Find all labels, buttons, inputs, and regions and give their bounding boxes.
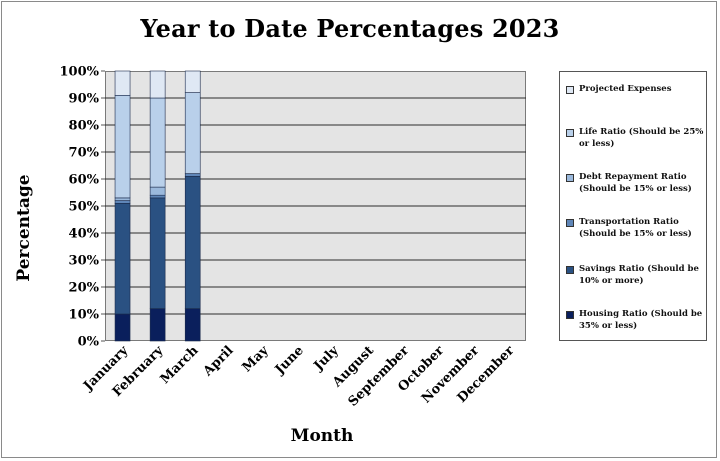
bar-segment: [114, 197, 131, 201]
x-tick-label: July: [311, 343, 342, 374]
bar-segment: [184, 173, 201, 177]
bar-segment: [184, 308, 201, 342]
legend: Projected Expenses Life Ratio (Should be …: [559, 71, 707, 341]
bar-segment: [149, 186, 166, 196]
x-axis-title: Month: [290, 426, 354, 446]
chart-title: Year to Date Percentages 2023: [140, 14, 560, 43]
bar-segment: [114, 203, 131, 315]
legend-item: Projected Expenses: [564, 83, 704, 95]
legend-item: Life Ratio (Should be 25% or less): [564, 126, 704, 150]
legend-label: Transportation Ratio (Should be 15% or l…: [579, 217, 692, 239]
legend-item: Transportation Ratio (Should be 15% or l…: [564, 216, 704, 240]
y-tick-label: 60%: [69, 173, 100, 188]
legend-swatch: [566, 129, 574, 137]
legend-label: Life Ratio (Should be 25% or less): [579, 127, 704, 149]
x-tick-label: April: [200, 343, 237, 380]
bar-segment: [114, 200, 131, 204]
y-tick-label: 40%: [69, 227, 100, 242]
bar-segment: [114, 70, 131, 96]
x-tick-label: March: [158, 343, 202, 387]
bar-segment: [184, 70, 201, 93]
y-tick-label: 10%: [69, 308, 100, 323]
legend-swatch: [566, 86, 574, 94]
legend-item: Savings Ratio (Should be 10% or more): [564, 263, 704, 287]
y-tick-label: 0%: [78, 335, 100, 350]
legend-item: Housing Ratio (Should be 35% or less): [564, 308, 704, 332]
y-tick-label: 100%: [60, 65, 100, 80]
legend-label: Savings Ratio (Should be 10% or more): [579, 264, 699, 286]
bar-segment: [149, 308, 166, 342]
y-tick-label: 30%: [69, 254, 100, 269]
legend-swatch: [566, 174, 574, 182]
y-tick-label: 50%: [69, 200, 100, 215]
legend-swatch: [566, 219, 574, 227]
bar-segment: [149, 197, 166, 309]
bar-segment: [149, 194, 166, 199]
y-tick-label: 70%: [69, 146, 100, 161]
y-tick-label: 90%: [69, 92, 100, 107]
bar-segment: [184, 92, 201, 174]
legend-swatch: [566, 311, 574, 319]
y-tick-label: 80%: [69, 119, 100, 134]
bar-segment: [114, 313, 131, 342]
bar-segment: [149, 97, 166, 188]
legend-item: Debt Repayment Ratio (Should be 15% or l…: [564, 171, 704, 195]
bar-segment: [114, 95, 131, 199]
x-tick-label: June: [272, 343, 307, 378]
y-tick-label: 20%: [69, 281, 100, 296]
legend-label: Debt Repayment Ratio (Should be 15% or l…: [579, 172, 692, 194]
bar-segment: [149, 70, 166, 99]
legend-swatch: [566, 266, 574, 274]
legend-label: Projected Expenses: [579, 84, 672, 94]
legend-label: Housing Ratio (Should be 35% or less): [579, 309, 703, 331]
x-tick-label: May: [240, 343, 272, 375]
bar-segment: [184, 176, 201, 309]
